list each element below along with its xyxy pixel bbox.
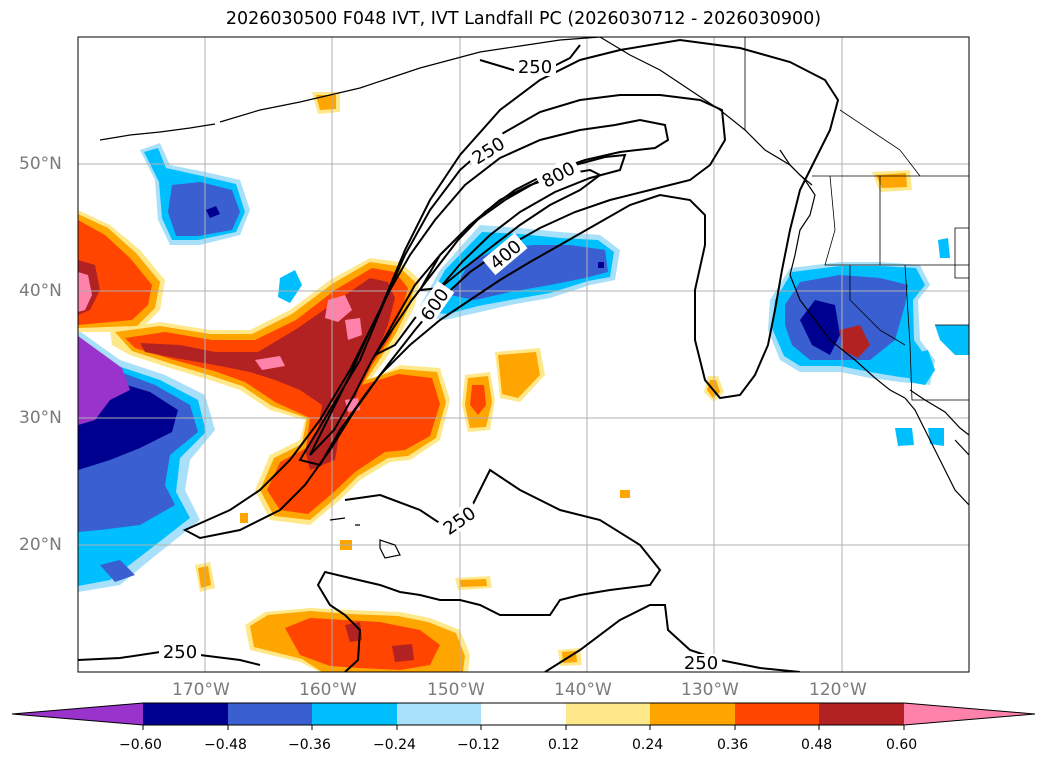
colorbar-tick-3: −0.36 — [288, 737, 331, 753]
lon-label-150w: 150°W — [427, 680, 485, 700]
gridlines — [78, 37, 969, 672]
neg-region-east-1 — [935, 325, 969, 355]
pos-region-band-darkred — [140, 278, 395, 470]
colorbar-tick-7: 0.24 — [632, 737, 664, 753]
map-title: 2026030500 F048 IVT, IVT Landfall PC (20… — [225, 9, 822, 29]
pos-blob-2-orange — [498, 352, 540, 398]
colorbar-bin-6 — [566, 703, 650, 725]
contour-label-250-north: 250 — [518, 57, 552, 78]
lat-label-30n: 30°N — [19, 408, 62, 428]
pos-region-south-darkred-2 — [392, 644, 414, 662]
ivt-contour-250-bottom-east — [544, 604, 801, 672]
colorbar-bin-9 — [819, 703, 904, 725]
coastline-hawaii — [329, 517, 401, 559]
neg-region-northwest-royal — [168, 182, 240, 236]
neg-region-central-navy — [598, 262, 604, 268]
coastline-gulf-2 — [954, 439, 969, 456]
neg-region-east-2 — [938, 238, 950, 258]
border-state-4 — [904, 264, 969, 401]
ivt-contour-250-south — [316, 468, 662, 672]
neg-region-southwest-royal-2 — [100, 560, 135, 582]
pos-blob-5-orange — [460, 579, 487, 587]
colorbar-tick-2: −0.48 — [204, 737, 247, 753]
colorbar-tick-8: 0.36 — [717, 737, 749, 753]
colorbar-bin-3 — [312, 703, 397, 725]
coastline-alaska — [219, 37, 601, 123]
pos-region-band-pink — [78, 272, 92, 312]
colorbar-bin-2 — [228, 703, 312, 725]
ivt-contour-400 — [298, 94, 727, 467]
border-state-7 — [839, 109, 921, 177]
lon-label-170w: 170°W — [172, 680, 230, 700]
colorbar-extend-right — [904, 703, 1035, 725]
lon-label-120w: 120°W — [809, 680, 867, 700]
colorbar — [11, 702, 1036, 730]
pos-blob-6-orange — [316, 95, 336, 110]
pos-region-band-redorange — [78, 220, 152, 325]
pos-blob-11 — [240, 513, 248, 523]
pos-region-band-pink-3 — [345, 318, 362, 340]
pos-blob-1-red — [470, 385, 486, 415]
lat-label-40n: 40°N — [19, 281, 62, 301]
border-state-1 — [824, 175, 969, 266]
ivt-contour-600 — [309, 118, 670, 456]
neg-region-mexico — [908, 350, 935, 385]
lon-label-130w: 130°W — [681, 680, 739, 700]
colorbar-bin-4 — [397, 703, 481, 725]
contour-label-250-bottom-right: 250 — [684, 653, 718, 674]
neg-region-southwest-purple — [78, 336, 130, 425]
pos-region-band-pink-4 — [255, 356, 285, 370]
colorbar-tick-9: 0.48 — [801, 737, 833, 753]
neg-region-baja-1 — [895, 428, 914, 446]
colorbar-bin-1 — [143, 703, 228, 725]
coastline-aleutians — [99, 123, 216, 141]
coastline-panhandle — [599, 37, 906, 399]
pc-filled-contours — [78, 92, 969, 672]
pos-blob-7-orange — [876, 173, 907, 188]
pos-blob-9 — [620, 490, 630, 498]
coastline-gulf — [909, 389, 969, 436]
colorbar-bin-8 — [735, 703, 819, 725]
neg-region-small — [278, 270, 302, 303]
contour-label-250-bottom-left: 250 — [163, 642, 197, 663]
neg-region-northwest-navy — [206, 206, 220, 218]
colorbar-tick-5: −0.12 — [457, 737, 500, 753]
neg-region-coast-darkred — [840, 325, 870, 358]
colorbar-extend-left — [12, 703, 143, 725]
coastline-baja — [904, 397, 969, 506]
colorbar-tick-4: −0.24 — [373, 737, 416, 753]
ivt-contour-250-outer — [182, 38, 840, 540]
colorbar-bin-7 — [650, 703, 735, 725]
ivt-contour-250-inner — [418, 168, 602, 292]
colorbar-bin-5 — [481, 703, 566, 725]
neg-region-baja-2 — [928, 428, 944, 446]
lon-label-160w: 160°W — [299, 680, 357, 700]
colorbar-tick-10: 0.60 — [886, 737, 918, 753]
map-frame — [77, 36, 970, 673]
coastlines — [99, 37, 969, 559]
colorbar-tick-1: −0.60 — [119, 737, 162, 753]
border-state-3 — [849, 265, 906, 346]
colorbar-tick-6: 0.12 — [548, 737, 580, 753]
lon-label-140w: 140°W — [554, 680, 612, 700]
borders — [744, 37, 969, 401]
lat-label-20n: 20°N — [19, 535, 62, 555]
lat-label-50n: 50°N — [19, 154, 62, 174]
border-state-5 — [954, 227, 969, 279]
